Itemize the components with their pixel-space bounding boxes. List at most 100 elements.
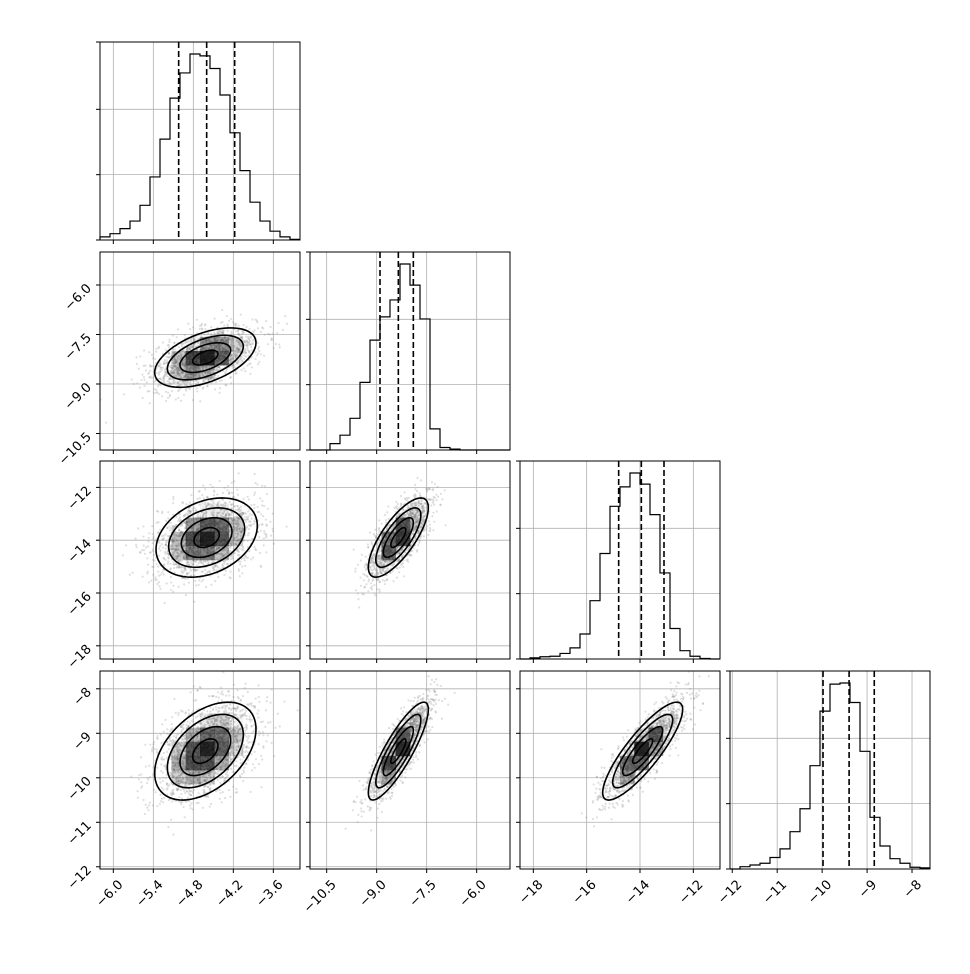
sample-point [163,381,165,383]
sample-point [169,394,171,396]
sample-point [354,567,356,569]
sample-point [204,323,206,325]
sample-point [244,370,246,372]
sample-point [178,381,180,383]
sample-point [284,315,286,317]
sample-point [370,568,372,570]
sample-point [180,400,182,402]
sample-point [241,572,243,574]
sample-point [165,391,167,393]
sample-point [166,582,168,584]
sample-point [152,542,154,544]
sample-point [238,554,240,556]
sample-point [261,500,263,502]
sample-point [255,319,257,321]
sample-point [165,349,167,351]
sample-point [437,495,439,497]
sample-point [151,354,153,356]
sample-point [249,362,251,364]
sample-point [150,365,152,367]
sample-point [395,501,397,503]
sample-point [241,333,243,335]
sample-point [122,554,124,556]
sample-point [416,490,418,492]
sample-point [154,579,156,581]
sample-point [148,537,150,539]
sample-point [148,581,150,583]
sample-point [168,344,170,346]
sample-point [155,389,157,391]
sample-point [143,549,145,551]
sample-point [181,566,183,568]
sample-point [381,523,383,525]
sample-point [251,318,253,320]
x-tick-label: −8 [901,877,925,901]
sample-point [432,512,434,514]
sample-point [244,555,246,557]
sample-point [217,566,219,568]
density-cell [186,532,201,546]
sample-point [222,332,224,334]
sample-point [164,551,166,553]
sample-point [197,584,199,586]
sample-point [188,582,190,584]
sample-point [181,343,183,345]
sample-point [201,580,203,582]
sample-point [435,494,437,496]
sample-point [269,521,271,523]
sample-point [197,514,199,516]
sample-point [170,522,172,524]
sample-point [155,348,157,350]
sample-point [214,333,216,335]
sample-point [168,557,170,559]
density-cell [214,503,229,517]
sample-point [163,535,165,537]
sample-point [411,550,413,552]
sample-point [229,576,231,578]
sample-point [367,580,369,582]
sample-point [197,382,199,384]
sample-point [240,369,242,371]
sample-point [264,334,266,336]
sample-point [189,502,191,504]
sample-point [219,480,221,482]
sample-point [243,557,245,559]
sample-point [211,486,213,488]
sample-point [173,561,175,563]
sample-point [152,365,154,367]
sample-point [433,521,435,523]
sample-point [189,388,191,390]
sample-point [163,573,165,575]
sample-point [156,563,158,565]
sample-point [398,571,400,573]
sample-point [148,532,150,534]
sample-point [187,323,189,325]
sample-point [238,507,240,509]
sample-point [175,563,177,565]
sample-point [250,346,252,348]
sample-point [245,521,247,523]
sample-point [400,503,402,505]
sample-point [172,496,174,498]
sample-point [212,500,214,502]
sample-point [178,518,180,520]
sample-point [246,365,248,367]
sample-point [158,547,160,549]
y-tick-label: −6.0 [62,281,95,314]
sample-point [135,356,137,358]
sample-point [184,334,186,336]
sample-point [144,364,146,366]
sample-point [387,505,389,507]
sample-point [395,507,397,509]
sample-point [157,571,159,573]
sample-point [355,589,357,591]
sample-point [178,529,180,531]
sample-point [266,493,268,495]
sample-point [244,565,246,567]
sample-point [147,564,149,566]
sample-point [191,507,193,509]
sample-point [159,529,161,531]
sample-point [206,385,208,387]
sample-point [255,351,257,353]
sample-point [244,559,246,561]
